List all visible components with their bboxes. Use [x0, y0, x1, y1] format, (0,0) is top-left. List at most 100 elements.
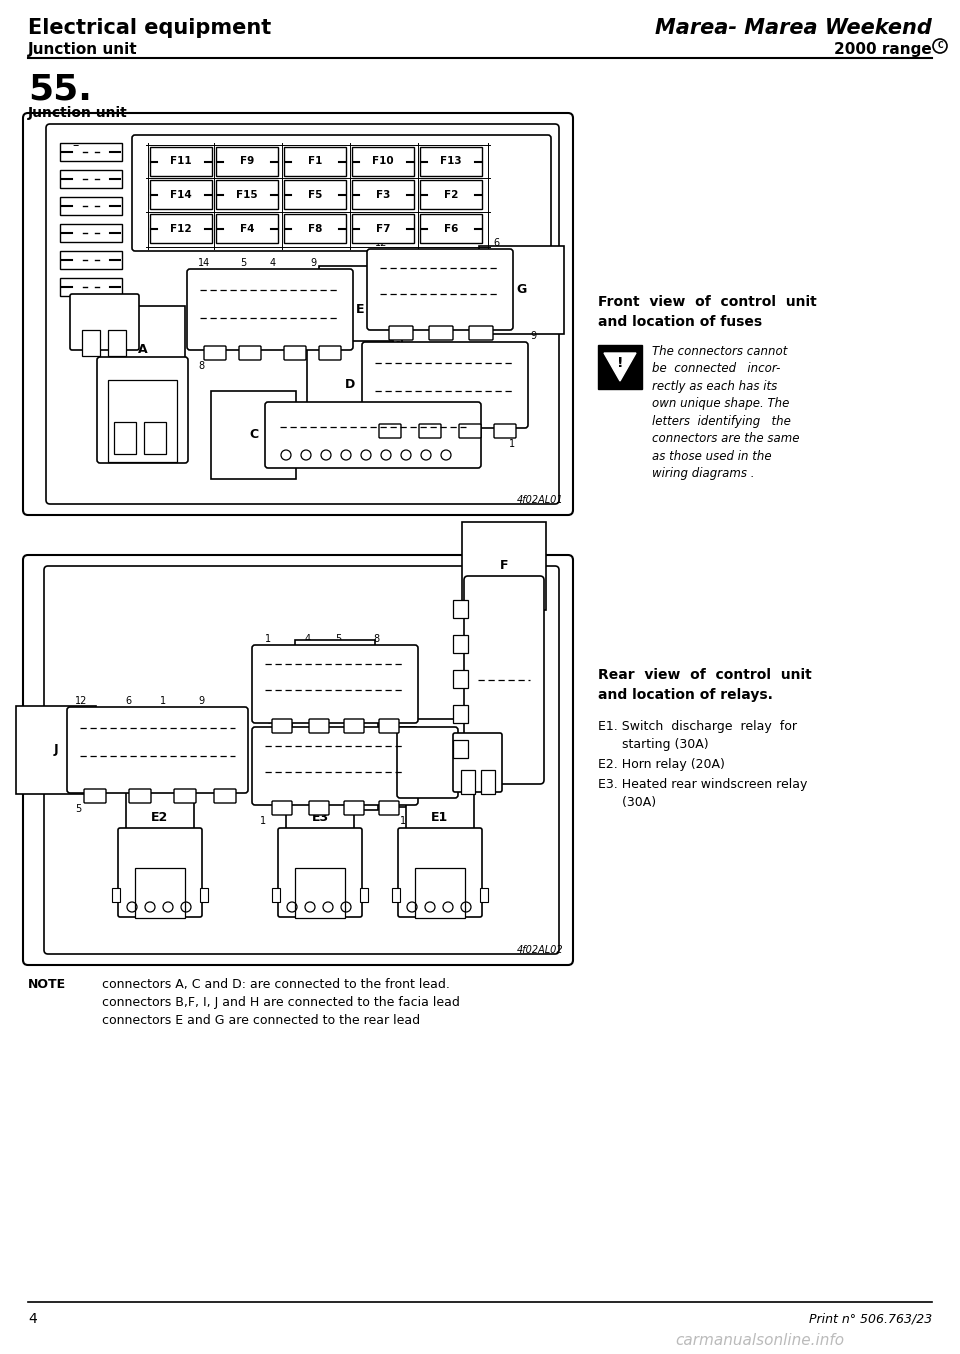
Text: E3. Heated rear windscreen relay: E3. Heated rear windscreen relay	[598, 779, 807, 791]
Text: F7: F7	[375, 223, 391, 233]
Text: J: J	[54, 743, 58, 757]
Text: 8: 8	[373, 634, 379, 645]
FancyBboxPatch shape	[204, 347, 226, 360]
Text: 1: 1	[500, 279, 506, 290]
FancyBboxPatch shape	[459, 424, 481, 437]
Text: 4: 4	[270, 259, 276, 268]
Text: 12: 12	[75, 696, 87, 705]
Bar	[144, 422, 166, 454]
Text: 9: 9	[530, 330, 536, 341]
Bar	[461, 770, 475, 793]
Bar	[284, 214, 346, 242]
Bar	[420, 148, 482, 176]
Text: 12: 12	[375, 238, 388, 248]
Text: 5: 5	[240, 259, 247, 268]
Text: 5: 5	[305, 816, 311, 826]
FancyBboxPatch shape	[129, 789, 151, 803]
Text: –: –	[72, 139, 79, 152]
Bar	[453, 705, 468, 723]
Bar	[150, 180, 212, 209]
FancyBboxPatch shape	[419, 424, 441, 437]
Bar	[284, 180, 346, 209]
FancyBboxPatch shape	[453, 733, 502, 792]
Bar	[150, 148, 212, 176]
Text: F4: F4	[240, 223, 254, 233]
Bar	[415, 868, 465, 918]
Bar	[295, 868, 345, 918]
Bar	[352, 214, 414, 242]
Text: 1: 1	[531, 760, 537, 770]
Text: 4: 4	[305, 634, 311, 645]
Bar	[60, 196, 122, 215]
Text: 8: 8	[198, 362, 204, 371]
Text: 9: 9	[310, 259, 316, 268]
FancyBboxPatch shape	[23, 112, 573, 515]
Bar	[453, 741, 468, 758]
Text: I: I	[333, 677, 337, 691]
Text: 8: 8	[370, 439, 376, 450]
Text: 5: 5	[531, 592, 537, 603]
Text: H: H	[330, 760, 340, 773]
FancyBboxPatch shape	[70, 294, 139, 349]
Text: The connectors cannot
be  connected   incor-
rectly as each has its
own unique s: The connectors cannot be connected incor…	[652, 345, 800, 481]
Text: D: D	[345, 379, 355, 391]
FancyBboxPatch shape	[309, 802, 329, 815]
FancyBboxPatch shape	[278, 829, 362, 917]
Text: Rear  view  of  control  unit
and location of relays.: Rear view of control unit and location o…	[598, 668, 812, 701]
FancyBboxPatch shape	[174, 789, 196, 803]
Text: !: !	[616, 356, 623, 370]
FancyBboxPatch shape	[379, 719, 399, 733]
Text: connectors A, C and D: are connected to the front lead.
   connectors B,F, I, J : connectors A, C and D: are connected to …	[90, 978, 460, 1026]
FancyBboxPatch shape	[44, 566, 559, 955]
FancyBboxPatch shape	[252, 645, 418, 723]
Bar	[216, 148, 278, 176]
Text: 1: 1	[489, 780, 495, 789]
Text: F12: F12	[170, 223, 192, 233]
Text: starting (30A): starting (30A)	[598, 738, 708, 751]
Text: NOTE: NOTE	[28, 978, 66, 991]
Text: 14: 14	[405, 716, 418, 726]
Bar	[216, 180, 278, 209]
Bar	[216, 214, 278, 242]
Bar	[108, 380, 177, 462]
Text: 1: 1	[265, 634, 271, 645]
Text: Electrical equipment: Electrical equipment	[28, 18, 272, 38]
Text: Print n° 506.763/23: Print n° 506.763/23	[808, 1312, 932, 1326]
Bar	[420, 180, 482, 209]
Text: 6: 6	[493, 238, 500, 248]
FancyBboxPatch shape	[23, 555, 573, 965]
Bar	[453, 635, 468, 653]
Text: 5: 5	[335, 634, 341, 645]
FancyBboxPatch shape	[252, 727, 418, 806]
Text: 1: 1	[278, 414, 284, 425]
Bar	[82, 330, 100, 356]
FancyBboxPatch shape	[344, 802, 364, 815]
Text: 1: 1	[160, 696, 166, 705]
Text: Marea- Marea Weekend: Marea- Marea Weekend	[655, 18, 932, 38]
FancyBboxPatch shape	[67, 707, 248, 793]
FancyBboxPatch shape	[379, 802, 399, 815]
FancyBboxPatch shape	[469, 326, 493, 340]
Text: A: A	[137, 343, 147, 356]
FancyBboxPatch shape	[214, 789, 236, 803]
Text: C: C	[937, 42, 943, 50]
Bar	[200, 888, 208, 902]
FancyBboxPatch shape	[272, 719, 292, 733]
Text: 4f02AL02: 4f02AL02	[516, 945, 563, 955]
FancyBboxPatch shape	[46, 125, 559, 504]
Bar	[453, 670, 468, 688]
FancyBboxPatch shape	[272, 802, 292, 815]
Bar	[60, 278, 122, 297]
FancyBboxPatch shape	[429, 326, 453, 340]
Bar	[453, 600, 468, 617]
Bar	[481, 770, 495, 793]
Text: 1: 1	[338, 362, 344, 371]
Bar	[352, 180, 414, 209]
Bar	[108, 330, 126, 356]
FancyBboxPatch shape	[398, 829, 482, 917]
Bar	[352, 148, 414, 176]
Text: E2: E2	[152, 811, 169, 825]
Text: 1: 1	[260, 816, 266, 826]
Bar	[598, 345, 642, 389]
FancyBboxPatch shape	[494, 424, 516, 437]
